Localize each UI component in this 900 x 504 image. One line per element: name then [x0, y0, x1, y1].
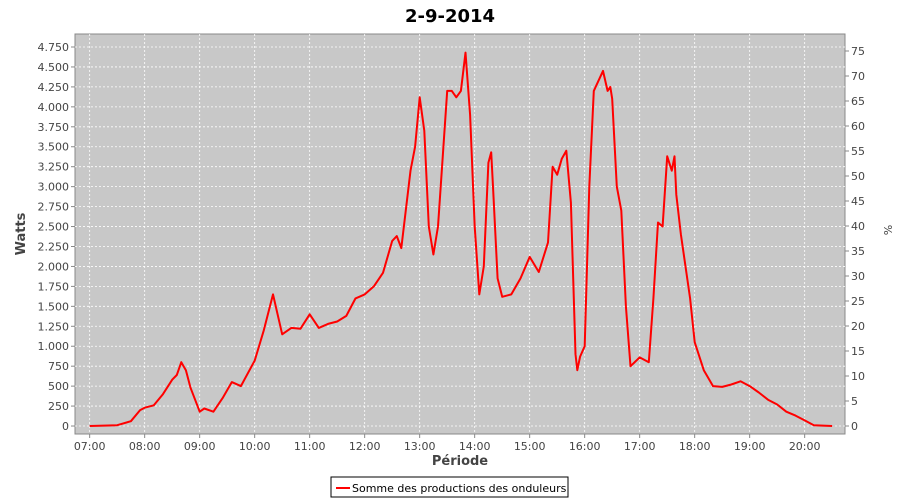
y-tick-label: 1.250: [38, 320, 70, 333]
y-tick-label: 3.250: [38, 161, 70, 174]
series-line: [89, 51, 833, 427]
y-tick-label: 4.500: [38, 61, 70, 74]
x-tick-label: 13:00: [404, 440, 436, 453]
y-tick-label: 3.750: [38, 121, 70, 134]
y2-tick-label: 30: [851, 270, 865, 283]
y-tick-label: 2.750: [38, 201, 70, 214]
y-tick-label: 2.250: [38, 240, 70, 253]
y-tick-label: 4.250: [38, 81, 70, 94]
y2-tick-label: 50: [851, 170, 865, 183]
y2-tick-label: 25: [851, 295, 865, 308]
y-tick-label: 1.750: [38, 280, 70, 293]
y-tick-label: 3.500: [38, 141, 70, 154]
y-tick-label: 1.500: [38, 300, 70, 313]
y2-tick-label: 65: [851, 95, 865, 108]
x-tick-label: 15:00: [514, 440, 546, 453]
x-tick-label: 16:00: [569, 440, 601, 453]
x-tick-label: 10:00: [239, 440, 271, 453]
y2-tick-label: 35: [851, 245, 865, 258]
y2-tick-label: 55: [851, 145, 865, 158]
x-axis-label: Période: [432, 454, 488, 469]
y-tick-label: 0: [62, 420, 69, 433]
y2-tick-label: 0: [851, 420, 858, 433]
y-tick-label: 750: [48, 360, 69, 373]
y-axis-label: Watts: [14, 212, 29, 255]
y-tick-label: 250: [48, 400, 69, 413]
x-tick-label: 07:00: [74, 440, 106, 453]
x-tick-label: 14:00: [459, 440, 491, 453]
y2-axis-label: %: [881, 225, 894, 235]
y2-tick-label: 15: [851, 345, 865, 358]
y2-tick-label: 40: [851, 220, 865, 233]
x-tick-label: 17:00: [624, 440, 656, 453]
y-tick-label: 4.750: [38, 41, 70, 54]
y2-tick-label: 70: [851, 70, 865, 83]
y2-tick-label: 10: [851, 370, 865, 383]
y-tick-label: 1.000: [38, 340, 70, 353]
x-tick-label: 12:00: [349, 440, 381, 453]
y2-tick-label: 60: [851, 120, 865, 133]
chart-title: 2-9-2014: [405, 6, 495, 27]
y2-tick-label: 45: [851, 195, 865, 208]
y2-tick-label: 75: [851, 45, 865, 58]
plot-area: [74, 33, 846, 435]
x-tick-label: 08:00: [129, 440, 161, 453]
y-tick-label: 2.000: [38, 260, 70, 273]
y2-tick-label: 5: [851, 395, 858, 408]
y-tick-label: 500: [48, 380, 69, 393]
y-tick-label: 2.500: [38, 221, 70, 234]
x-tick-label: 20:00: [789, 440, 821, 453]
legend: [330, 476, 569, 498]
x-tick-label: 19:00: [734, 440, 766, 453]
x-tick-label: 11:00: [294, 440, 326, 453]
x-tick-label: 18:00: [679, 440, 711, 453]
x-tick-label: 09:00: [184, 440, 216, 453]
y2-tick-label: 20: [851, 320, 865, 333]
legend-label: Somme des productions des onduleurs: [352, 482, 567, 495]
y-tick-label: 3.000: [38, 181, 70, 194]
y-tick-label: 4.000: [38, 101, 70, 114]
